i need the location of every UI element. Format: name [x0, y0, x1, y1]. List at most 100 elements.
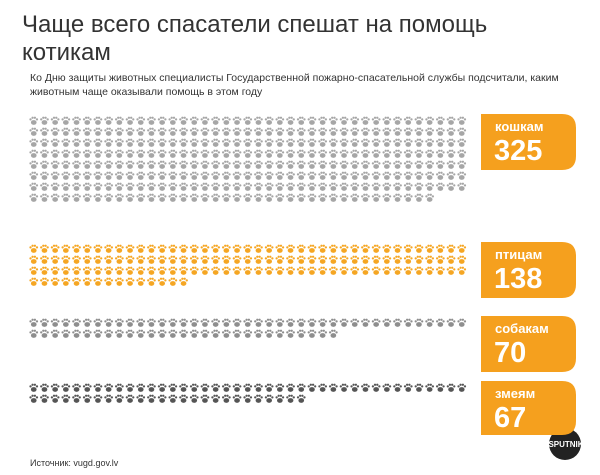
paw-icon	[361, 171, 370, 180]
paw-icon	[339, 182, 349, 191]
paw-icon	[125, 318, 135, 327]
paw-icon	[50, 383, 60, 392]
paw-icon	[114, 244, 124, 253]
paw-icon	[61, 182, 71, 191]
paw-icon	[382, 149, 392, 158]
paw-icon	[221, 329, 231, 338]
paw-icon	[414, 182, 424, 191]
paw-icon	[275, 116, 285, 125]
paw-icon	[93, 277, 103, 286]
paw-icon	[414, 318, 424, 327]
paw-icon	[296, 318, 306, 327]
paw-icon	[307, 149, 317, 158]
paw-icon	[61, 383, 71, 392]
pictogram	[29, 383, 467, 403]
paw-icon	[179, 383, 188, 392]
paw-icon	[104, 383, 114, 392]
paw-icon	[328, 160, 338, 169]
paw-icon	[157, 138, 167, 147]
paw-icon	[114, 138, 124, 147]
paw-icon	[446, 383, 456, 392]
paw-icon	[168, 244, 178, 253]
paw-icon	[125, 255, 135, 264]
paw-icon	[61, 171, 71, 180]
paw-icon	[328, 138, 338, 147]
paw-icon	[50, 266, 60, 275]
paw-icon	[286, 318, 295, 327]
paw-icon	[328, 116, 338, 125]
paw-icon	[425, 318, 435, 327]
paw-icon	[82, 160, 92, 169]
paw-icon	[82, 149, 92, 158]
paw-icon	[147, 255, 156, 264]
label-box	[481, 242, 576, 298]
paw-icon	[125, 244, 135, 253]
paw-icon	[221, 244, 231, 253]
paw-icon	[361, 116, 370, 125]
paw-icon	[157, 266, 167, 275]
paw-icon	[318, 244, 328, 253]
paw-icon	[264, 255, 274, 264]
paw-icon	[425, 171, 435, 180]
paw-icon	[125, 277, 135, 286]
paw-icon	[328, 266, 338, 275]
paw-icon	[264, 160, 274, 169]
paw-icon	[50, 182, 60, 191]
paw-icon	[361, 160, 370, 169]
paw-icon	[200, 266, 210, 275]
paw-icon	[104, 394, 114, 403]
paw-icon	[40, 116, 49, 125]
paw-icon	[318, 329, 328, 338]
paw-icon	[232, 255, 242, 264]
paw-icon	[232, 149, 242, 158]
paw-icon	[243, 383, 253, 392]
paw-icon	[264, 138, 274, 147]
paw-icon	[157, 318, 167, 327]
paw-icon	[221, 383, 231, 392]
paw-icon	[254, 127, 263, 136]
paw-icon	[61, 193, 71, 202]
paw-icon	[179, 244, 188, 253]
paw-icon	[328, 182, 338, 191]
paw-icon	[350, 193, 360, 202]
paw-icon	[125, 383, 135, 392]
paw-icon	[254, 394, 263, 403]
paw-icon	[125, 266, 135, 275]
paw-icon	[50, 255, 60, 264]
paw-icon	[29, 160, 39, 169]
paw-icon	[93, 318, 103, 327]
paw-icon	[403, 383, 413, 392]
paw-icon	[446, 138, 456, 147]
paw-icon	[179, 171, 188, 180]
paw-icon	[93, 149, 103, 158]
paw-icon	[393, 255, 402, 264]
paw-icon	[72, 182, 81, 191]
paw-icon	[29, 394, 39, 403]
paw-icon	[382, 244, 392, 253]
paw-icon	[435, 171, 445, 180]
title: Чаще всего спасатели спешат на помощь кот…	[22, 11, 487, 66]
paw-icon	[221, 394, 231, 403]
logo: SPUTNIK	[548, 440, 583, 449]
paw-icon	[286, 255, 295, 264]
paw-icon	[457, 266, 467, 275]
paw-icon	[168, 193, 178, 202]
paw-icon	[435, 318, 445, 327]
paw-icon	[296, 394, 306, 403]
paw-icon	[114, 149, 124, 158]
paw-icon	[114, 160, 124, 169]
paw-icon	[147, 329, 156, 338]
paw-icon	[200, 244, 210, 253]
paw-icon	[307, 116, 317, 125]
paw-icon	[275, 329, 285, 338]
paw-icon	[147, 394, 156, 403]
paw-icon	[446, 116, 456, 125]
paw-icon	[211, 318, 221, 327]
paw-icon	[350, 255, 360, 264]
paw-icon	[403, 318, 413, 327]
paw-icon	[232, 383, 242, 392]
paw-icon	[286, 171, 295, 180]
paw-icon	[104, 277, 114, 286]
paw-icon	[286, 266, 295, 275]
paw-icon	[211, 171, 221, 180]
